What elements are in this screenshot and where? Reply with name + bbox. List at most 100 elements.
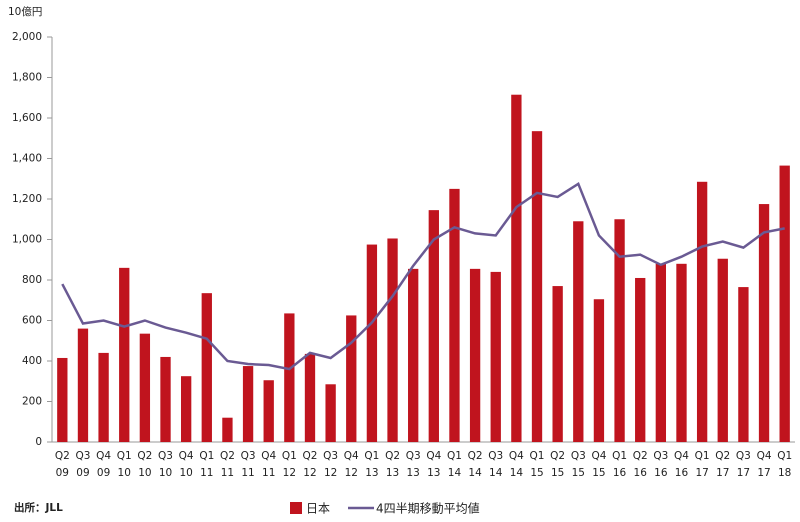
bar <box>758 204 770 442</box>
legend-swatch <box>290 502 302 514</box>
x-tick-label: Q4 <box>344 450 359 462</box>
x-tick-label: Q3 <box>653 450 668 462</box>
x-tick-label: Q2 <box>715 450 730 462</box>
bar <box>696 181 708 442</box>
y-tick-label: 400 <box>22 355 42 367</box>
x-tick-label: Q2 <box>385 450 400 462</box>
x-tick-label: 12 <box>303 467 316 479</box>
x-tick-label: 14 <box>468 467 482 479</box>
x-tick-label: Q4 <box>591 450 606 462</box>
y-tick-label: 200 <box>22 396 42 408</box>
bar <box>139 333 151 442</box>
y-axis-label: 10億円 <box>8 5 42 18</box>
line <box>61 181 785 371</box>
x-tick-label: Q1 <box>612 450 627 462</box>
x-tick-label: Q2 <box>633 450 648 462</box>
y-tick-label: 0 <box>35 436 42 448</box>
x-tick-label: Q2 <box>468 450 483 462</box>
y-tick-label: 800 <box>22 274 42 286</box>
x-tick-label: 10 <box>159 467 172 479</box>
bar <box>284 313 295 442</box>
x-tick-label: 16 <box>654 467 668 479</box>
bar <box>387 238 398 442</box>
bar <box>366 244 378 442</box>
x-tick-label: 18 <box>778 467 791 479</box>
x-tick-label: Q3 <box>406 450 421 462</box>
x-tick-label: Q2 <box>137 450 152 462</box>
bar <box>77 328 89 442</box>
bar <box>325 384 336 442</box>
legend-label: 日本 <box>306 502 330 516</box>
bar <box>531 131 543 442</box>
bar <box>428 210 439 442</box>
x-tick-label: 15 <box>592 467 605 479</box>
x-tick-label: Q1 <box>530 450 545 462</box>
bar <box>160 356 171 442</box>
x-tick-label: 13 <box>406 467 419 479</box>
bar <box>635 277 646 442</box>
x-tick-label: 11 <box>241 467 254 479</box>
bar <box>469 268 481 442</box>
x-tick-label: 16 <box>675 467 689 479</box>
bar <box>593 299 605 442</box>
x-tick-label: 11 <box>200 467 213 479</box>
x-tick-label: 15 <box>530 467 543 479</box>
y-tick-label: 600 <box>22 315 42 327</box>
x-tick-label: 17 <box>695 467 708 479</box>
bar <box>676 263 687 442</box>
legend-label: 4四半期移動平均値 <box>376 501 480 516</box>
bar <box>304 353 316 442</box>
bar <box>573 221 584 442</box>
x-tick-label: 12 <box>345 467 358 479</box>
x-tick-label: Q3 <box>488 450 503 462</box>
x-tick-label: 14 <box>489 467 503 479</box>
x-tick-label: 17 <box>757 467 770 479</box>
bar <box>263 380 274 442</box>
bar <box>511 94 522 443</box>
x-tick-label: 14 <box>448 467 462 479</box>
bar <box>614 219 625 442</box>
x-tick-label: 13 <box>365 467 378 479</box>
x-tick-label: 09 <box>56 467 69 479</box>
x-tick-label: Q1 <box>364 450 379 462</box>
x-tick-label: 10 <box>179 467 192 479</box>
x-tick-label: 15 <box>551 467 564 479</box>
x-tick-label: 16 <box>634 467 648 479</box>
y-tick-label: 1,800 <box>12 72 42 84</box>
y-tick-label: 1,000 <box>12 234 42 246</box>
x-tick-label: Q2 <box>303 450 318 462</box>
x-tick-label: Q3 <box>75 450 90 462</box>
x-tick-label: 11 <box>221 467 234 479</box>
bar <box>408 268 419 442</box>
x-tick-label: Q1 <box>117 450 132 462</box>
source: 出所：JLL <box>14 501 63 514</box>
x-tick-label: Q3 <box>736 450 751 462</box>
x-tick-label: 09 <box>97 467 110 479</box>
x-tick-label: Q1 <box>777 450 792 462</box>
x-tick-label: Q4 <box>426 450 441 462</box>
bar <box>717 258 728 442</box>
bar <box>738 287 749 442</box>
x-tick-label: Q1 <box>447 450 462 462</box>
x-tick-label: Q2 <box>55 450 70 462</box>
bar <box>346 315 357 442</box>
bar <box>180 376 192 442</box>
x-tick-label: 13 <box>427 467 440 479</box>
x-tick-label: 10 <box>138 467 151 479</box>
x-tick-label: Q3 <box>323 450 338 462</box>
x-tick-label: Q3 <box>241 450 256 462</box>
bar <box>449 188 460 442</box>
y-tick-label: 1,600 <box>12 112 42 124</box>
y-tick-label: 1,200 <box>12 193 42 205</box>
bar <box>201 293 212 442</box>
x-tick-label: 16 <box>613 467 627 479</box>
bar <box>655 263 667 442</box>
x-tick-label: Q1 <box>695 450 710 462</box>
x-tick-label: Q3 <box>158 450 173 462</box>
bar <box>779 165 790 442</box>
x-tick-label: 12 <box>283 467 296 479</box>
x-tick-label: Q1 <box>199 450 214 462</box>
x-tick-label: Q2 <box>220 450 235 462</box>
bar <box>490 271 501 442</box>
